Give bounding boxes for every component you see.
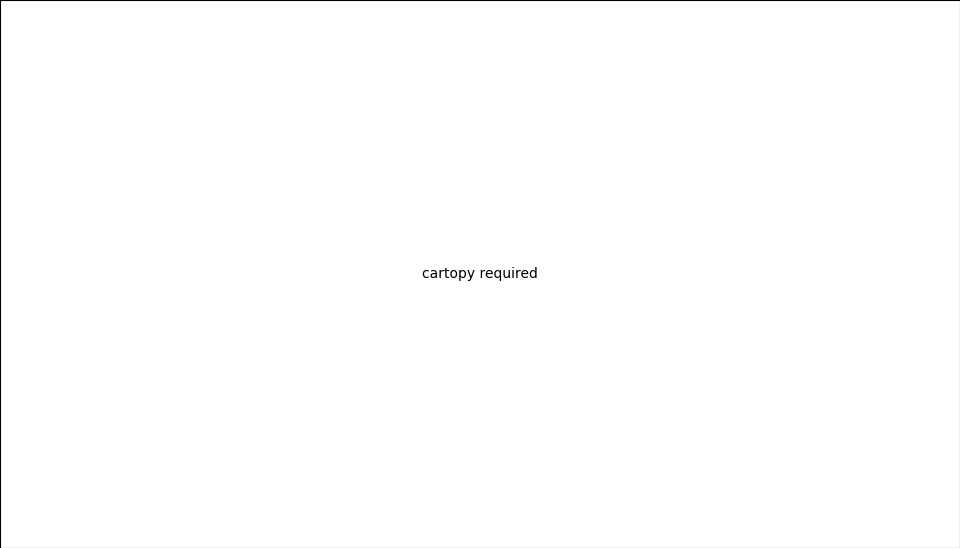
Text: cartopy required: cartopy required xyxy=(422,267,538,281)
